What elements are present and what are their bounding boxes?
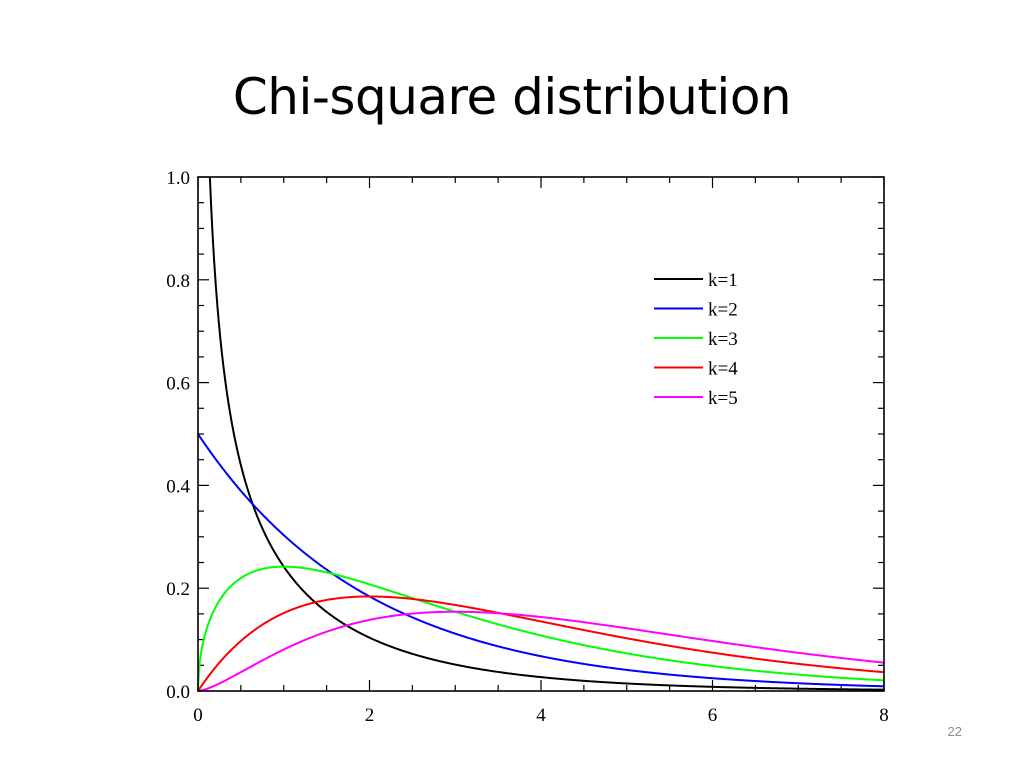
legend: k=1 k=2 k=3 k=4 k=5 — [654, 270, 738, 409]
series-line-k=3 — [197, 565, 885, 692]
y-tick-label: 0.2 — [166, 579, 190, 600]
plot-frame — [197, 176, 885, 692]
axis-ticks — [197, 176, 885, 692]
y-tick-label: 0.6 — [166, 374, 190, 395]
slide-title: Chi-square distribution — [232, 68, 792, 126]
series-line-k=2 — [197, 433, 885, 688]
y-tick-label: 0.0 — [166, 682, 190, 703]
legend-label: k=5 — [708, 388, 738, 409]
y-tick-label: 1.0 — [166, 168, 190, 189]
legend-label: k=3 — [708, 329, 738, 350]
x-tick-label: 4 — [536, 705, 546, 726]
x-tick-label: 6 — [708, 705, 718, 726]
x-tick-label: 8 — [879, 705, 889, 726]
page-number: 22 — [947, 724, 962, 739]
x-tick-label: 0 — [193, 705, 203, 726]
legend-label: k=4 — [708, 359, 738, 380]
x-tick-labels: 0 2 4 6 8 — [193, 705, 889, 726]
x-tick-label: 2 — [365, 705, 375, 726]
series-line-k=5 — [197, 610, 885, 692]
legend-label: k=1 — [708, 270, 738, 291]
legend-label: k=2 — [708, 300, 738, 321]
y-tick-labels: 0.0 0.2 0.4 0.6 0.8 1.0 — [166, 168, 190, 703]
y-tick-label: 0.4 — [166, 476, 190, 497]
curves — [197, 176, 885, 692]
series-line-k=1 — [208, 176, 885, 691]
y-tick-label: 0.8 — [166, 271, 190, 292]
series-line-k=4 — [197, 595, 885, 692]
